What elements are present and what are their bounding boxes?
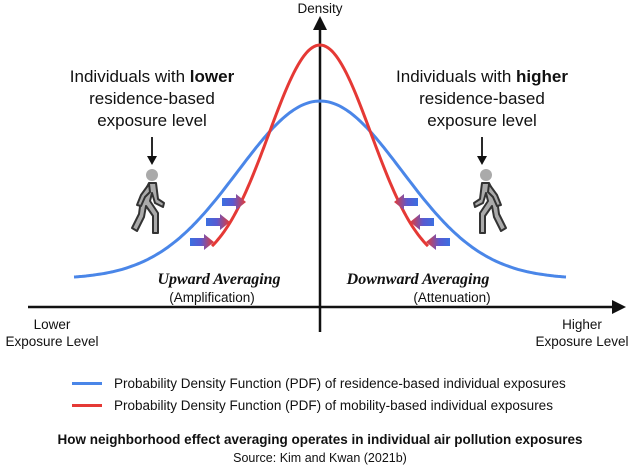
upward-arrow-icon xyxy=(190,234,214,250)
legend-label: Probability Density Function (PDF) of re… xyxy=(114,375,566,391)
right-note-pointer-head xyxy=(477,156,487,165)
left-note-pointer-head xyxy=(147,156,157,165)
legend-item-residence: Probability Density Function (PDF) of re… xyxy=(72,372,566,394)
y-axis-label: Density xyxy=(297,1,342,16)
x-axis-right-label-line1: Higher xyxy=(562,317,602,332)
figure-caption-source: Source: Kim and Kwan (2021b) xyxy=(233,451,407,465)
x-axis-right-label-line2: Exposure Level xyxy=(535,334,628,349)
x-axis-left-label-line2: Exposure Level xyxy=(5,334,98,349)
downward-averaging-title: Downward Averaging xyxy=(346,271,490,288)
downward-averaging-subtitle: (Attenuation) xyxy=(413,290,490,305)
right-note-line2: residence-based xyxy=(419,89,545,108)
legend-swatch-red xyxy=(72,403,102,407)
residence-based-pdf-curve xyxy=(73,99,567,279)
right-note-line1: Individuals with higher xyxy=(396,67,568,86)
legend-swatch-blue xyxy=(72,381,102,385)
left-note-line3: exposure level xyxy=(97,111,207,130)
left-note-line2: residence-based xyxy=(89,89,215,108)
right-note-line3: exposure level xyxy=(427,111,537,130)
walking-person-icon xyxy=(131,168,165,234)
x-axis-arrowhead xyxy=(612,300,626,314)
figure-caption-title: How neighborhood effect averaging operat… xyxy=(57,432,583,447)
walking-person-icon xyxy=(473,168,507,234)
downward-arrow-icon xyxy=(426,234,450,250)
mobility-based-pdf-curve xyxy=(210,43,430,248)
upward-averaging-subtitle: (Amplification) xyxy=(169,290,255,305)
left-note-line1: Individuals with lower xyxy=(70,67,235,86)
x-axis-left-label-line1: Lower xyxy=(34,317,71,332)
upward-averaging-title: Upward Averaging xyxy=(157,271,280,288)
legend-item-mobility: Probability Density Function (PDF) of mo… xyxy=(72,394,566,416)
y-axis-arrowhead xyxy=(313,16,327,30)
legend-label: Probability Density Function (PDF) of mo… xyxy=(114,397,553,413)
legend: Probability Density Function (PDF) of re… xyxy=(72,372,566,416)
